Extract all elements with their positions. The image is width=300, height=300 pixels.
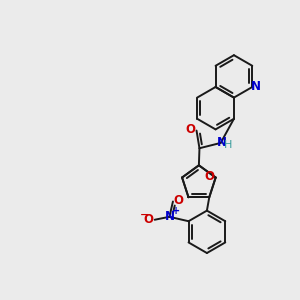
Text: −: − bbox=[140, 209, 149, 220]
Text: +: + bbox=[172, 206, 180, 216]
Text: O: O bbox=[173, 194, 183, 207]
Text: O: O bbox=[186, 123, 196, 136]
Text: O: O bbox=[204, 170, 214, 183]
Text: N: N bbox=[217, 136, 226, 149]
Text: O: O bbox=[143, 213, 153, 226]
Text: N: N bbox=[165, 210, 175, 223]
Text: N: N bbox=[251, 80, 261, 94]
Text: H: H bbox=[224, 140, 232, 150]
